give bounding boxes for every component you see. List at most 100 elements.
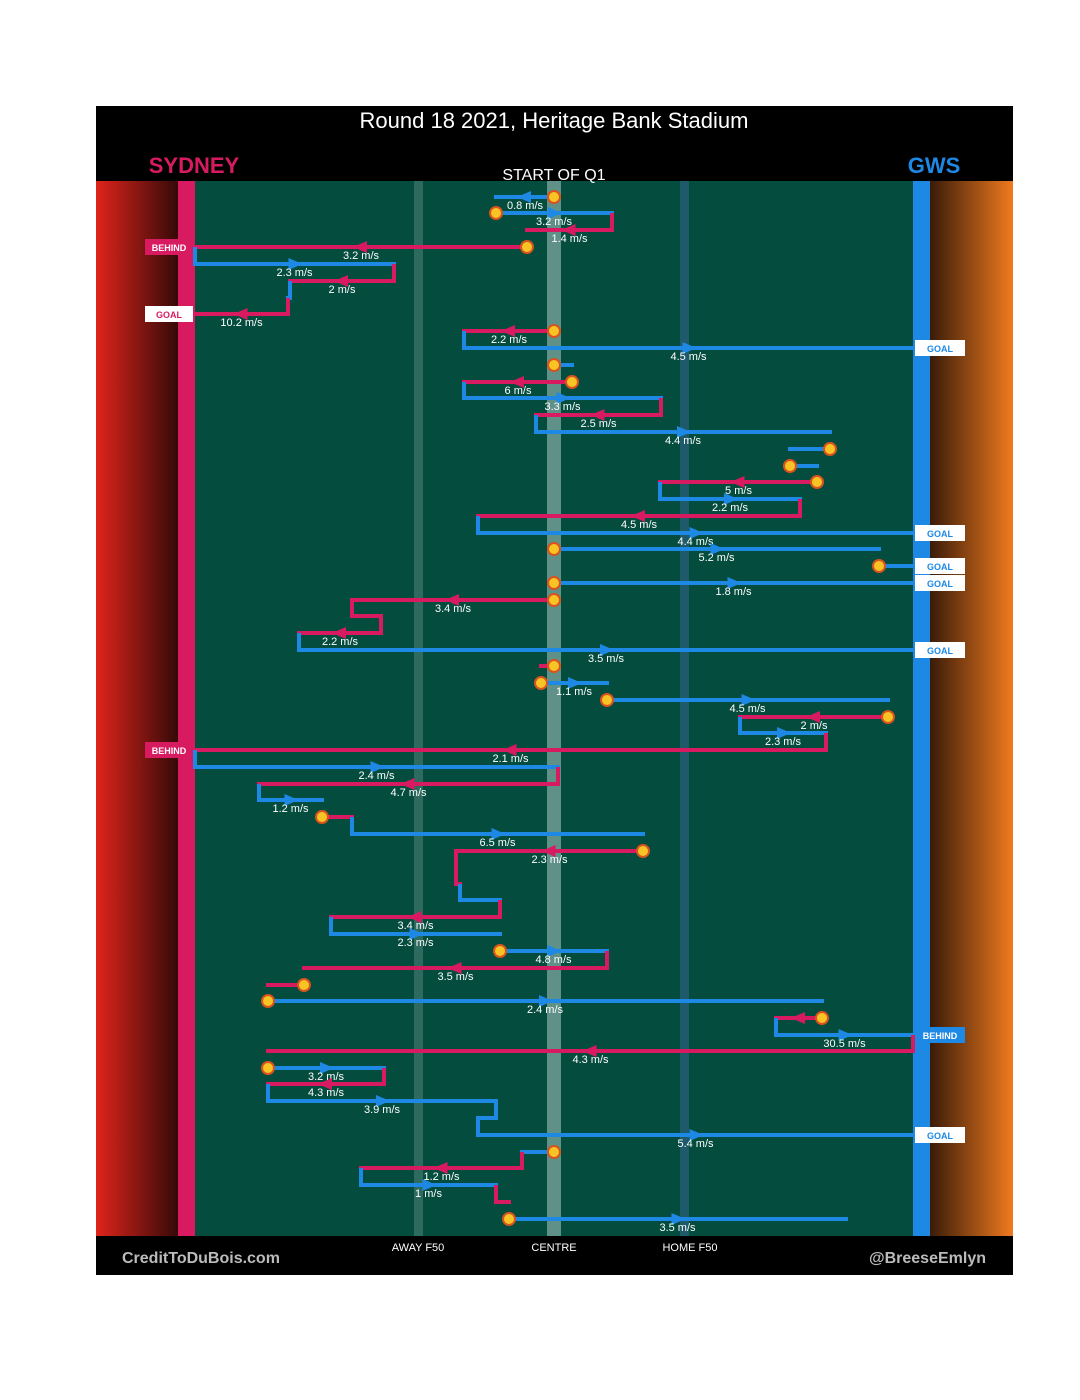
possession-start [297, 978, 311, 992]
speed-label: 3.4 m/s [397, 920, 434, 932]
speed-label: 3.3 m/s [544, 401, 581, 413]
speed-label: 0.8 m/s [507, 200, 544, 212]
sydney-goal-line [178, 181, 195, 1236]
speed-label: 3.2 m/s [308, 1071, 345, 1083]
arrow [445, 594, 459, 606]
possession-start [534, 676, 548, 690]
speed-label: 10.2 m/s [220, 317, 263, 329]
arrow [491, 828, 506, 840]
speed-label: 4.4 m/s [677, 536, 714, 548]
speed-label: 1.2 m/s [423, 1171, 460, 1183]
arrow [407, 911, 422, 923]
possession-start [502, 1212, 516, 1226]
speed-label: 3.5 m/s [588, 653, 625, 665]
speed-label: 6 m/s [505, 385, 532, 397]
top-band [96, 106, 1013, 181]
speed-label: 2.2 m/s [491, 334, 528, 346]
arrow [590, 409, 605, 421]
home-f50-line [680, 181, 689, 1236]
gws-goal-line [913, 181, 930, 1236]
arrow [806, 711, 820, 723]
zone-label: CENTRE [531, 1242, 576, 1254]
speed-label: 4.4 m/s [665, 435, 702, 447]
speed-label: 3.9 m/s [364, 1104, 401, 1116]
arrow [370, 761, 385, 773]
possession-start [547, 659, 561, 673]
possession-start [547, 576, 561, 590]
speed-label: 4.3 m/s [572, 1054, 609, 1066]
speed-label: 1.4 m/s [551, 233, 588, 245]
arrow [334, 275, 348, 287]
arrow [353, 241, 367, 253]
speed-label: 4.5 m/s [729, 703, 766, 715]
arrow [233, 308, 248, 320]
speed-label: 2.1 m/s [492, 753, 529, 765]
outcome-label: GOAL [927, 579, 954, 589]
outcome-badge [915, 525, 965, 541]
outcome-badge [915, 558, 965, 574]
outcome-label: GOAL [927, 562, 954, 572]
speed-label: 4.3 m/s [308, 1087, 345, 1099]
speed-label: 1.2 m/s [272, 803, 309, 815]
centre-line [547, 181, 561, 1236]
outcome-badge [915, 1127, 965, 1143]
speed-label: 2.5 m/s [580, 418, 617, 430]
speed-label: 3.2 m/s [536, 216, 573, 228]
speed-label: 1 m/s [415, 1188, 442, 1200]
arrow [671, 1213, 686, 1225]
possession-start [489, 206, 503, 220]
arrow [318, 1078, 332, 1090]
arrow [376, 1095, 390, 1107]
arrow [320, 1062, 334, 1074]
speed-label: 3.5 m/s [659, 1222, 696, 1234]
arrow [582, 1045, 597, 1057]
zone-label: HOME F50 [662, 1242, 717, 1254]
speed-label: 2.3 m/s [531, 854, 568, 866]
away-f50-line [414, 181, 423, 1236]
outcome-badge [145, 239, 193, 255]
outcome-badge [915, 340, 965, 356]
possession-start [315, 810, 329, 824]
arrow [568, 677, 582, 689]
team-right: GWS [908, 153, 961, 178]
possession-start [872, 559, 886, 573]
team-left: SYDNEY [149, 153, 240, 178]
outcome-badge [145, 306, 193, 322]
possession-start [810, 475, 824, 489]
outcome-badge [915, 642, 965, 658]
bottom-band [96, 1236, 1013, 1275]
arrow [561, 224, 576, 236]
outcome-badge [915, 575, 965, 591]
arrow [777, 727, 791, 739]
arrow [710, 543, 725, 555]
possession-start [547, 542, 561, 556]
possession-start [547, 1145, 561, 1159]
possession-start [493, 944, 507, 958]
outcome-label: GOAL [156, 310, 183, 320]
speed-label: 4.7 m/s [390, 787, 427, 799]
arrow [724, 493, 738, 505]
speed-label: 5 m/s [725, 485, 752, 497]
possession-start [520, 240, 534, 254]
arrow [689, 527, 704, 539]
arrow [288, 258, 303, 270]
speed-label: 5.2 m/s [698, 552, 735, 564]
arrow [631, 510, 645, 522]
credit: @BreeseEmlyn [869, 1250, 986, 1267]
speed-label: 2.3 m/s [397, 937, 434, 949]
speed-label: 2.3 m/s [765, 736, 802, 748]
speed-label: 5.4 m/s [677, 1138, 714, 1150]
arrow [838, 1029, 853, 1041]
outcome-badge [145, 742, 193, 758]
possession-start [261, 994, 275, 1008]
arrow [510, 376, 524, 388]
speed-label: 4.5 m/s [670, 351, 707, 363]
arrow [547, 945, 562, 957]
possession-start [823, 442, 837, 456]
arrow [600, 644, 614, 656]
arrow [517, 191, 531, 203]
speed-label: 2.4 m/s [358, 770, 395, 782]
outcome-label: BEHIND [152, 243, 187, 253]
